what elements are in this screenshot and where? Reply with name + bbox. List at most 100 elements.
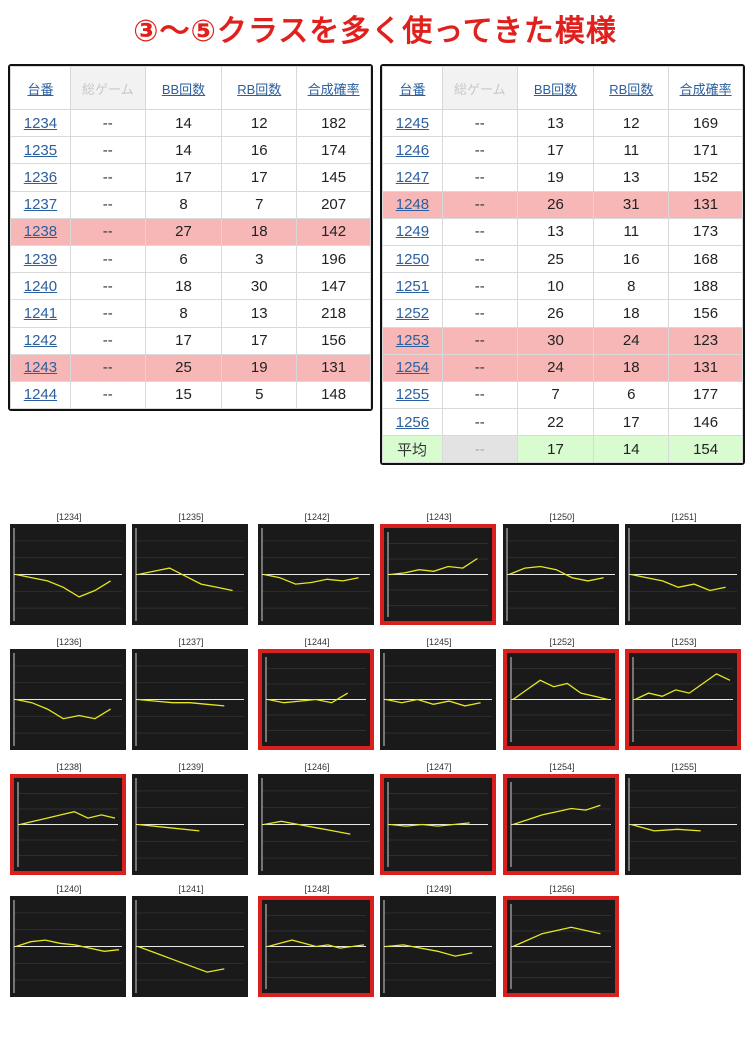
slump-graph-panel[interactable]: [1241] (132, 884, 250, 1014)
slump-graph-panel[interactable]: [1237] (132, 637, 250, 767)
machine-number-cell: 1242 (10, 326, 71, 355)
slump-graph-label: [1255] (671, 762, 697, 772)
slump-graph-panel[interactable]: [1242] (258, 512, 376, 642)
col-header-combined-rate[interactable]: 合成確率 (668, 66, 743, 110)
total-games-cell: -- (69, 272, 146, 301)
machine-number-cell: 1240 (10, 272, 71, 301)
slump-graph-panel[interactable]: [1255] (625, 762, 743, 892)
machine-number-cell: 1248 (382, 190, 443, 219)
slump-graph-frame (10, 649, 126, 750)
slump-graph (10, 649, 126, 750)
table-row: 1237 -- 8 7 207 (10, 190, 371, 219)
machine-number-link[interactable]: 1237 (23, 196, 58, 214)
machine-number-link[interactable]: 1256 (395, 413, 430, 431)
bb-count-cell: 17 (516, 136, 595, 165)
total-games-cell: -- (69, 326, 146, 355)
slump-graph-panel[interactable]: [1243] (380, 512, 498, 642)
graph-slump-line (267, 692, 349, 704)
slump-graph (10, 524, 126, 625)
machine-number-link[interactable]: 1235 (23, 141, 58, 159)
col-header-machine-number[interactable]: 台番 (382, 66, 443, 110)
machine-number-link[interactable]: 1247 (395, 168, 430, 186)
machine-number-cell: 1235 (10, 136, 71, 165)
average-total-games: -- (441, 435, 518, 464)
bb-count-cell: 18 (144, 272, 223, 301)
machine-number-link[interactable]: 1242 (23, 332, 58, 350)
col-header-rb-count[interactable]: RB回数 (593, 66, 670, 110)
slump-graph-panel[interactable]: [1247] (380, 762, 498, 892)
machine-number-cell: 1238 (10, 217, 71, 246)
machine-number-link[interactable]: 1241 (23, 304, 58, 322)
slump-graph-panel[interactable]: [1240] (10, 884, 128, 1014)
rb-count-cell: 17 (593, 408, 670, 437)
graph-slump-line (15, 698, 111, 720)
machine-number-link[interactable]: 1250 (395, 250, 430, 268)
slump-graph-label: [1244] (304, 637, 330, 647)
rb-count-cell: 24 (593, 326, 670, 355)
slump-graph-label: [1248] (304, 884, 330, 894)
slump-graph-panel[interactable]: [1236] (10, 637, 128, 767)
graph-slump-line (389, 557, 478, 576)
slump-graph-frame (258, 524, 374, 625)
slump-graph-panel[interactable]: [1246] (258, 762, 376, 892)
machine-number-link[interactable]: 1248 (395, 196, 430, 214)
slump-graph (380, 649, 496, 750)
col-header-combined-rate[interactable]: 合成確率 (296, 66, 371, 110)
machine-number-link[interactable]: 1238 (23, 223, 58, 241)
slump-graph-panel[interactable]: [1245] (380, 637, 498, 767)
table-row: 1244 -- 15 5 148 (10, 380, 371, 410)
machine-number-link[interactable]: 1236 (23, 168, 58, 186)
combined-rate-cell: 218 (296, 299, 371, 328)
rb-count-cell: 13 (221, 299, 298, 328)
slump-graph-panel[interactable]: [1254] (503, 762, 621, 892)
slump-graph-panel[interactable]: [1250] (503, 512, 621, 642)
combined-rate-cell: 169 (668, 108, 743, 138)
slump-graph-panel[interactable]: [1238] (10, 762, 128, 892)
bb-count-cell: 7 (516, 380, 595, 410)
slump-graph-panel[interactable]: [1251] (625, 512, 743, 642)
rb-count-cell: 19 (221, 353, 298, 382)
rb-count-cell: 17 (221, 163, 298, 192)
slump-graph-label: [1254] (549, 762, 575, 772)
machine-number-cell: 1252 (382, 299, 443, 328)
col-header-total-games: 総ゲーム (69, 66, 146, 110)
machine-number-link[interactable]: 1249 (395, 223, 430, 241)
slump-graph-panel[interactable]: [1249] (380, 884, 498, 1014)
col-header-rb-count[interactable]: RB回数 (221, 66, 298, 110)
slump-graph-frame (10, 896, 126, 997)
slump-graph-panel[interactable]: [1239] (132, 762, 250, 892)
machine-number-link[interactable]: 1254 (395, 359, 430, 377)
slump-graph (629, 653, 737, 746)
slump-graph-label: [1250] (549, 512, 575, 522)
col-header-bb-count[interactable]: BB回数 (516, 66, 595, 110)
machine-number-link[interactable]: 1234 (23, 114, 58, 132)
machine-number-link[interactable]: 1255 (395, 386, 430, 404)
slump-graph-panel[interactable]: [1252] (503, 637, 621, 767)
machine-number-link[interactable]: 1252 (395, 304, 430, 322)
slump-graph-panel[interactable]: [1248] (258, 884, 376, 1014)
slump-graph-panel[interactable]: [1244] (258, 637, 376, 767)
machine-number-link[interactable]: 1240 (23, 277, 58, 295)
machine-number-link[interactable]: 1246 (395, 141, 430, 159)
slump-graph-panel[interactable]: [1234] (10, 512, 128, 642)
col-header-machine-number[interactable]: 台番 (10, 66, 71, 110)
table-row: 1238 -- 27 18 142 (10, 217, 371, 246)
slump-graph-panel[interactable]: [1253] (625, 637, 743, 767)
machine-number-cell: 1244 (10, 380, 71, 410)
machine-number-link[interactable]: 1245 (395, 114, 430, 132)
machine-number-link[interactable]: 1244 (23, 386, 58, 404)
combined-rate-cell: 147 (296, 272, 371, 301)
bb-count-cell: 26 (516, 299, 595, 328)
col-header-bb-count[interactable]: BB回数 (144, 66, 223, 110)
rb-count-cell: 6 (593, 380, 670, 410)
slump-graph-panel[interactable]: [1256] (503, 884, 621, 1014)
machine-number-cell: 1236 (10, 163, 71, 192)
machine-number-link[interactable]: 1253 (395, 332, 430, 350)
machine-number-link[interactable]: 1243 (23, 359, 58, 377)
machine-number-link[interactable]: 1239 (23, 250, 58, 268)
slump-graph-panel[interactable]: [1235] (132, 512, 250, 642)
machine-number-cell: 1241 (10, 299, 71, 328)
rb-count-cell: 13 (593, 163, 670, 192)
machine-number-link[interactable]: 1251 (395, 277, 430, 295)
slump-graph (262, 900, 370, 993)
